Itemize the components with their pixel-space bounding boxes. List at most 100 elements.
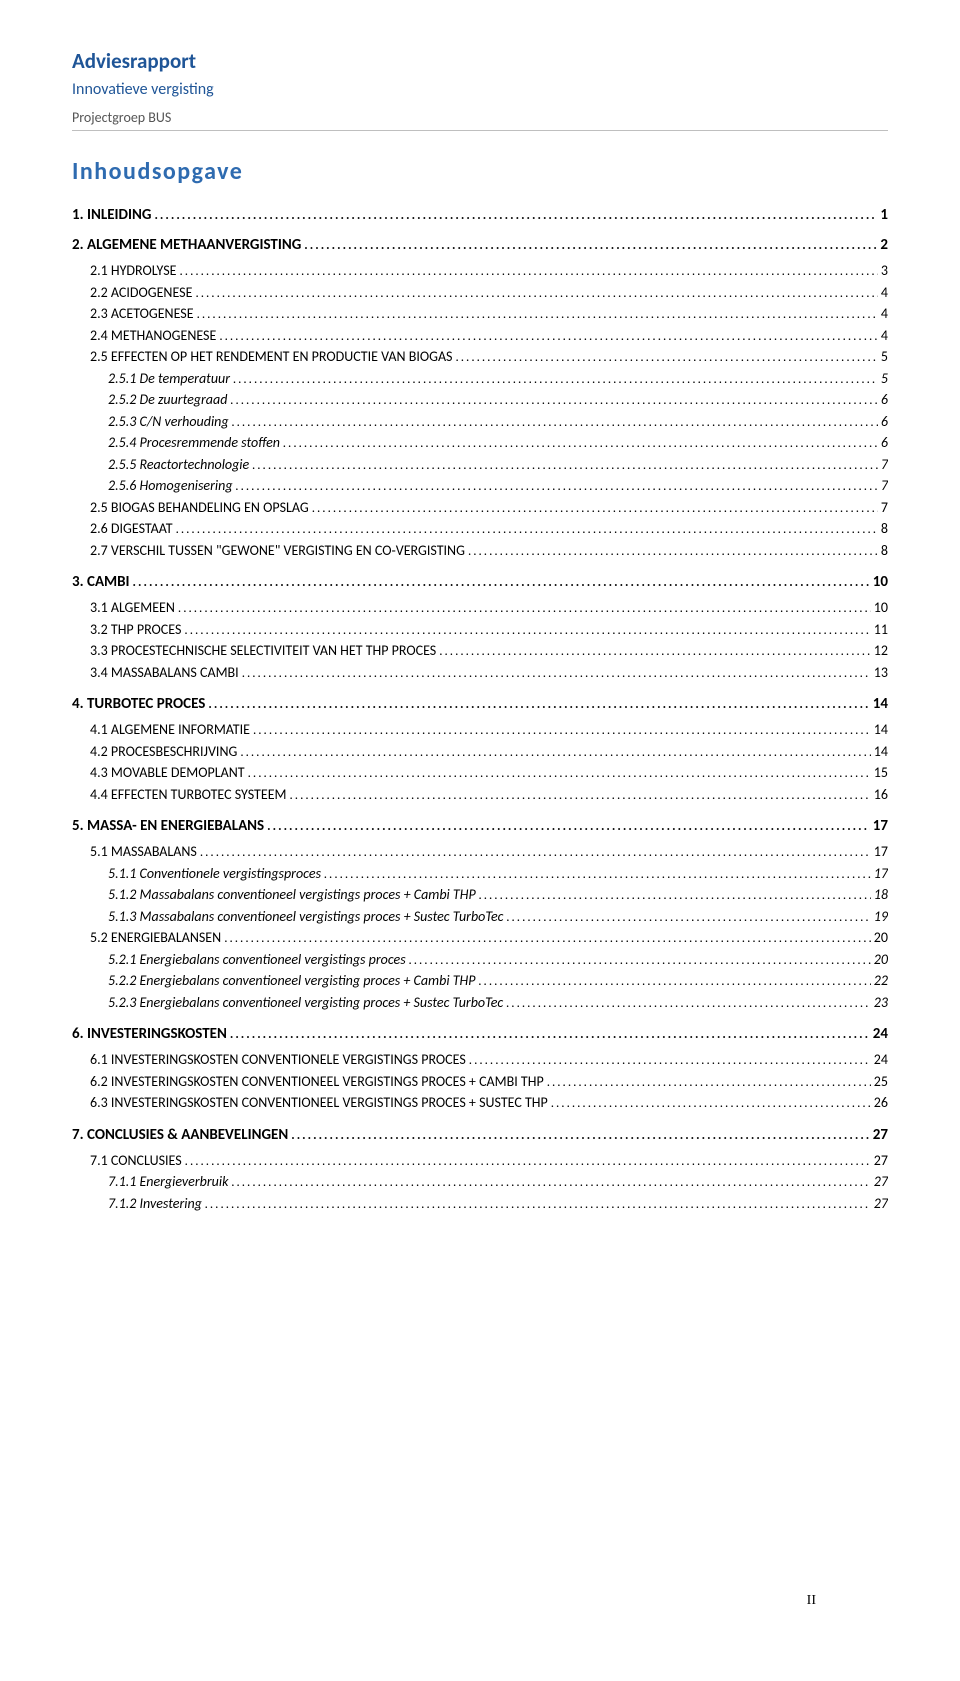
toc-leader-dots — [253, 721, 871, 741]
toc-leader-dots — [248, 764, 871, 784]
toc-entry[interactable]: 2.3 ACETOGENESE 4 — [90, 303, 888, 325]
toc-entry[interactable]: 2.2 ACIDOGENESE 4 — [90, 282, 888, 304]
toc-entry[interactable]: 3.3 PROCESTECHNISCHE SELECTIVITEIT VAN H… — [90, 640, 888, 662]
toc-leader-dots — [312, 499, 878, 519]
toc-entry[interactable]: 5.2.2 Energiebalans conventioneel vergis… — [108, 970, 888, 992]
toc-entry[interactable]: 2.1 HYDROLYSE 3 — [90, 260, 888, 282]
toc-entry-label: 2.5.6 Homogenisering — [108, 475, 233, 496]
toc-entry-page: 26 — [874, 1092, 888, 1113]
toc-entry[interactable]: 6. INVESTERINGSKOSTEN 24 — [72, 1025, 888, 1043]
toc-entry[interactable]: 3.1 ALGEMEEN 10 — [90, 597, 888, 619]
table-of-contents: 1. INLEIDING 1 2. ALGEMENE METHAANVERGIST… — [72, 206, 888, 1214]
toc-entry[interactable]: 6.3 INVESTERINGSKOSTEN CONVENTIONEEL VER… — [90, 1092, 888, 1114]
toc-entry[interactable]: 3.2 THP PROCES 11 — [90, 619, 888, 641]
toc-entry[interactable]: 5.2 ENERGIEBALANSEN 20 — [90, 927, 888, 949]
toc-leader-dots — [185, 1152, 871, 1172]
toc-entry-page: 27 — [874, 1150, 888, 1171]
toc-entry-label: 4.1 ALGEMENE INFORMATIE — [90, 719, 250, 740]
toc-entry-page: 6 — [881, 432, 888, 453]
toc-entry[interactable]: 2.5 BIOGAS BEHANDELING EN OPSLAG 7 — [90, 497, 888, 519]
toc-entry-label: 2.3 ACETOGENESE — [90, 303, 194, 324]
toc-entry[interactable]: 7.1.1 Energieverbruik 27 — [108, 1171, 888, 1193]
toc-entry-label: 2.7 VERSCHIL TUSSEN "GEWONE" VERGISTING … — [90, 540, 465, 561]
toc-entry-label: 2.5.5 Reactortechnologie — [108, 454, 249, 475]
toc-entry-page: 7 — [881, 475, 888, 496]
toc-entry[interactable]: 2.5.5 Reactortechnologie 7 — [108, 454, 888, 476]
toc-entry[interactable]: 2.5.6 Homogenisering 7 — [108, 475, 888, 497]
toc-leader-dots — [180, 262, 878, 282]
toc-entry[interactable]: 3. CAMBI 10 — [72, 573, 888, 591]
toc-entry[interactable]: 5.2.1 Energiebalans conventioneel vergis… — [108, 949, 888, 971]
toc-entry-label: 2.5.3 C/N verhouding — [108, 411, 229, 432]
toc-leader-dots — [230, 391, 877, 411]
toc-entry[interactable]: 4.1 ALGEMENE INFORMATIE 14 — [90, 719, 888, 741]
toc-entry-label: 3.3 PROCESTECHNISCHE SELECTIVITEIT VAN H… — [90, 640, 436, 661]
toc-entry-page: 7 — [881, 454, 888, 475]
toc-leader-dots — [154, 208, 877, 223]
toc-entry-page: 4 — [881, 303, 888, 324]
toc-entry-page: 6 — [881, 389, 888, 410]
toc-entry-label: 3.2 THP PROCES — [90, 619, 181, 640]
toc-entry-page: 10 — [873, 573, 888, 591]
toc-leader-dots — [200, 843, 871, 863]
toc-entry-label: 2.5.4 Procesremmende stoffen — [108, 432, 280, 453]
page-number: II — [807, 1593, 816, 1609]
report-group: Projectgroep BUS — [72, 109, 888, 131]
toc-entry-label: 6. INVESTERINGSKOSTEN — [72, 1025, 227, 1043]
toc-entry-page: 25 — [874, 1071, 888, 1092]
toc-leader-dots — [439, 642, 871, 662]
toc-leader-dots — [304, 238, 877, 253]
toc-entry[interactable]: 4.3 MOVABLE DEMOPLANT 15 — [90, 762, 888, 784]
toc-entry-page: 20 — [874, 927, 888, 948]
toc-leader-dots — [205, 1195, 871, 1215]
toc-entry[interactable]: 2.5.1 De temperatuur 5 — [108, 368, 888, 390]
toc-entry-page: 12 — [874, 640, 888, 661]
report-subtitle: Innovatieve vergisting — [72, 80, 888, 99]
toc-entry[interactable]: 5. MASSA- EN ENERGIEBALANS 17 — [72, 817, 888, 835]
toc-entry-label: 4.4 EFFECTEN TURBOTEC SYSTEEM — [90, 784, 287, 805]
toc-entry[interactable]: 4.4 EFFECTEN TURBOTEC SYSTEEM 16 — [90, 784, 888, 806]
toc-leader-dots — [240, 743, 870, 763]
toc-leader-dots — [506, 908, 870, 928]
toc-entry[interactable]: 5.2.3 Energiebalans conventioneel vergis… — [108, 992, 888, 1014]
toc-entry-label: 7.1.2 Investering — [108, 1193, 202, 1214]
toc-entry-label: 6.3 INVESTERINGSKOSTEN CONVENTIONEEL VER… — [90, 1092, 548, 1113]
toc-entry[interactable]: 5.1 MASSABALANS 17 — [90, 841, 888, 863]
toc-entry-label: 2.6 DIGESTAAT — [90, 518, 173, 539]
toc-entry[interactable]: 2. ALGEMENE METHAANVERGISTING 2 — [72, 236, 888, 254]
toc-entry[interactable]: 5.1.3 Massabalans conventioneel vergisti… — [108, 906, 888, 928]
toc-entry[interactable]: 6.2 INVESTERINGSKOSTEN CONVENTIONEEL VER… — [90, 1071, 888, 1093]
toc-leader-dots — [468, 542, 878, 562]
toc-entry[interactable]: 7.1.2 Investering 27 — [108, 1193, 888, 1215]
toc-entry-page: 15 — [874, 762, 888, 783]
toc-entry[interactable]: 2.5.2 De zuurtegraad 6 — [108, 389, 888, 411]
toc-leader-dots — [176, 520, 878, 540]
toc-entry[interactable]: 2.5 EFFECTEN OP HET RENDEMENT EN PRODUCT… — [90, 346, 888, 368]
toc-entry-label: 2.2 ACIDOGENESE — [90, 282, 192, 303]
toc-entry[interactable]: 4. TURBOTEC PROCES 14 — [72, 695, 888, 713]
toc-leader-dots — [231, 1173, 870, 1193]
toc-entry[interactable]: 2.5.4 Procesremmende stoffen 6 — [108, 432, 888, 454]
toc-leader-dots — [479, 972, 871, 992]
toc-entry[interactable]: 5.1.1 Conventionele vergistingsproces 17 — [108, 863, 888, 885]
toc-entry[interactable]: 4.2 PROCESBESCHRIJVING 14 — [90, 741, 888, 763]
toc-leader-dots — [242, 664, 871, 684]
toc-entry-label: 6.1 INVESTERINGSKOSTEN CONVENTIONELE VER… — [90, 1049, 466, 1070]
toc-entry[interactable]: 2.6 DIGESTAAT 8 — [90, 518, 888, 540]
toc-entry[interactable]: 7. CONCLUSIES & AANBEVELINGEN 27 — [72, 1126, 888, 1144]
toc-entry[interactable]: 2.4 METHANOGENESE 4 — [90, 325, 888, 347]
toc-entry-page: 23 — [874, 992, 888, 1013]
toc-entry[interactable]: 1. INLEIDING 1 — [72, 206, 888, 224]
toc-entry[interactable]: 7.1 CONCLUSIES 27 — [90, 1150, 888, 1172]
toc-entry[interactable]: 3.4 MASSABALANS CAMBI 13 — [90, 662, 888, 684]
toc-entry-page: 10 — [874, 597, 888, 618]
toc-entry-page: 6 — [881, 411, 888, 432]
toc-entry-page: 4 — [881, 325, 888, 346]
toc-entry-label: 6.2 INVESTERINGSKOSTEN CONVENTIONEEL VER… — [90, 1071, 544, 1092]
toc-entry[interactable]: 2.5.3 C/N verhouding 6 — [108, 411, 888, 433]
toc-leader-dots — [290, 786, 871, 806]
toc-entry[interactable]: 2.7 VERSCHIL TUSSEN "GEWONE" VERGISTING … — [90, 540, 888, 562]
report-title: Adviesrapport — [72, 48, 888, 74]
toc-entry[interactable]: 5.1.2 Massabalans conventioneel vergisti… — [108, 884, 888, 906]
toc-entry[interactable]: 6.1 INVESTERINGSKOSTEN CONVENTIONELE VER… — [90, 1049, 888, 1071]
